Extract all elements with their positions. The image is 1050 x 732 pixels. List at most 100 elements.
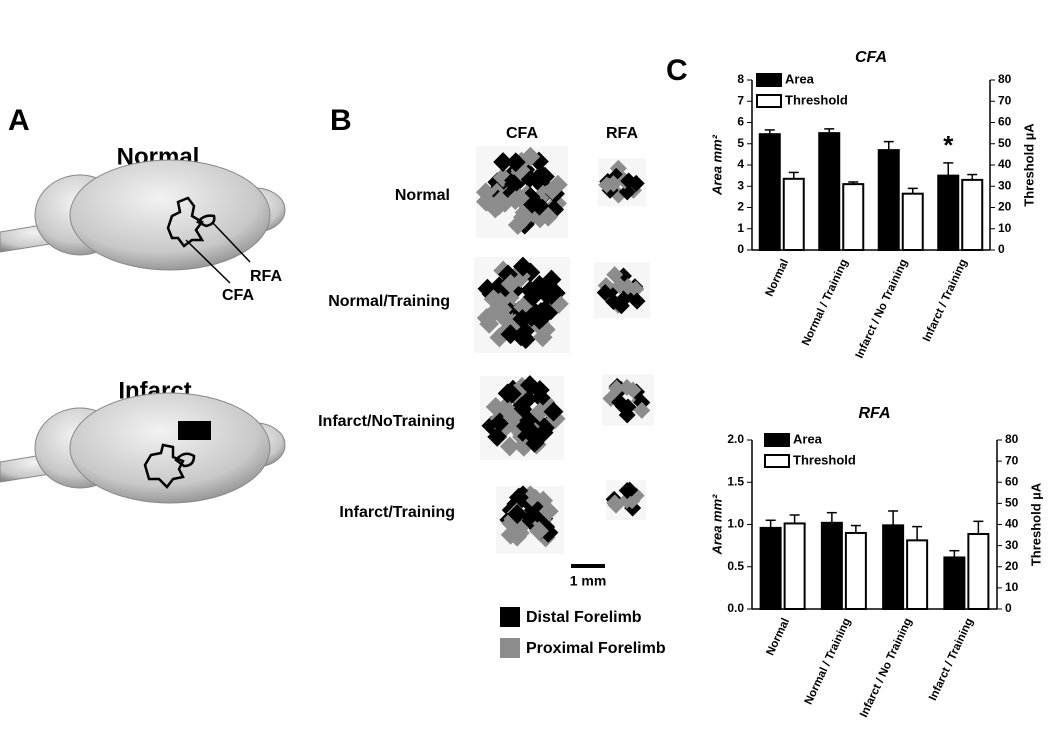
bar (842, 183, 865, 251)
y2-tick-label: 30 (1005, 538, 1019, 552)
y2-tick-label: 30 (998, 178, 1012, 192)
legend-label: Threshold (785, 92, 848, 107)
x-tick-label: Normal / Training (803, 616, 854, 706)
chart-title: CFA (855, 49, 887, 66)
panel-label: C (666, 54, 688, 87)
y-tick-label: 7 (737, 93, 744, 107)
y-tick-label: 6 (737, 115, 744, 129)
bar (844, 531, 867, 611)
legend-swatch (500, 638, 520, 658)
rfa-label: RFA (250, 268, 282, 285)
row-label: Normal (395, 187, 450, 204)
y2-tick-label: 70 (1005, 453, 1019, 467)
map-site (520, 506, 541, 526)
chart-title: RFA (859, 405, 891, 422)
panel-label: B (330, 104, 352, 137)
map-site (541, 285, 562, 306)
bar (818, 132, 841, 251)
y2-tick-label: 80 (1005, 432, 1019, 446)
map-site (509, 523, 530, 543)
bar (820, 521, 843, 610)
map-site (606, 494, 624, 512)
map-site (596, 284, 614, 302)
map-site (627, 174, 645, 192)
y-tick-label: 1.0 (727, 517, 744, 531)
bar (877, 149, 900, 251)
x-tick-label: Infarct / No Training (858, 616, 915, 719)
map-site (633, 401, 651, 419)
y2-tick-label: 20 (998, 200, 1012, 214)
map-site (618, 183, 636, 201)
y-tick-label: 2 (737, 200, 744, 214)
y2-tick-label: 60 (1005, 474, 1019, 488)
map-site (501, 383, 522, 404)
bar (882, 524, 905, 610)
y-tick-label: 0 (737, 242, 744, 256)
y-tick-label: 1 (737, 221, 744, 235)
x-tick-label: Normal / Training (800, 257, 851, 347)
bar (782, 177, 805, 251)
legend-label: Proximal Forelimb (526, 640, 666, 657)
x-tick-label: Infarct / No Training (854, 257, 911, 360)
column-label: RFA (606, 125, 638, 142)
map-site (618, 491, 636, 509)
legend-label: Distal Forelimb (526, 609, 642, 626)
y2-tick-label: 40 (998, 157, 1012, 171)
map-site (511, 326, 531, 347)
brain-normal (0, 159, 286, 284)
y2-axis-label: Threshold µA (1028, 482, 1043, 566)
map-site (533, 422, 554, 443)
y2-tick-label: 80 (998, 72, 1012, 86)
map-site (500, 274, 521, 294)
map-site (611, 393, 629, 411)
map-site (529, 310, 550, 330)
brain-infarct (0, 392, 286, 504)
cfa-label: CFA (222, 287, 254, 304)
map-site (618, 406, 636, 424)
row-label: Infarct/Training (339, 504, 455, 521)
x-tick-label: Infarct / Training (921, 257, 970, 343)
bar (943, 556, 966, 611)
map-site (513, 256, 533, 277)
map-site (538, 501, 559, 522)
map-site (606, 266, 624, 284)
motor-maps (474, 146, 654, 554)
x-tick-label: Normal (764, 616, 792, 657)
map-site (605, 175, 622, 193)
y-tick-label: 5 (737, 136, 744, 150)
y2-tick-label: 40 (1005, 517, 1019, 531)
y-tick-label: 0.0 (727, 601, 744, 615)
row-label: Normal/Training (328, 293, 450, 310)
y2-axis-label: Threshold µA (1021, 123, 1036, 207)
y2-tick-label: 70 (998, 93, 1012, 107)
map-site (529, 521, 549, 541)
map-site (502, 407, 523, 428)
map-site (608, 379, 626, 397)
bar (759, 526, 782, 611)
map-site (543, 401, 564, 422)
map-site (522, 486, 542, 507)
y2-tick-label: 10 (1005, 580, 1019, 594)
bar (783, 522, 806, 610)
panel-label: A (8, 104, 30, 137)
x-tick-label: Infarct / Training (927, 616, 976, 702)
map-site (499, 436, 520, 457)
scale-label: 1 mm (570, 573, 607, 589)
bar (901, 192, 924, 251)
map-site (487, 426, 508, 447)
column-label: CFA (506, 125, 538, 142)
annotation: * (943, 130, 954, 160)
x-tick-label: Normal (764, 257, 792, 298)
map-site (624, 381, 642, 399)
y-tick-label: 0.5 (727, 559, 744, 573)
y2-tick-label: 60 (998, 115, 1012, 129)
legend-label: Area (785, 71, 815, 86)
map-site (492, 299, 513, 320)
map-site (508, 487, 529, 508)
y2-tick-label: 50 (998, 136, 1012, 150)
bar (967, 533, 990, 610)
y-axis-label: Area mm² (709, 494, 724, 556)
legend-swatch (756, 94, 782, 108)
legend-swatch (500, 607, 520, 627)
